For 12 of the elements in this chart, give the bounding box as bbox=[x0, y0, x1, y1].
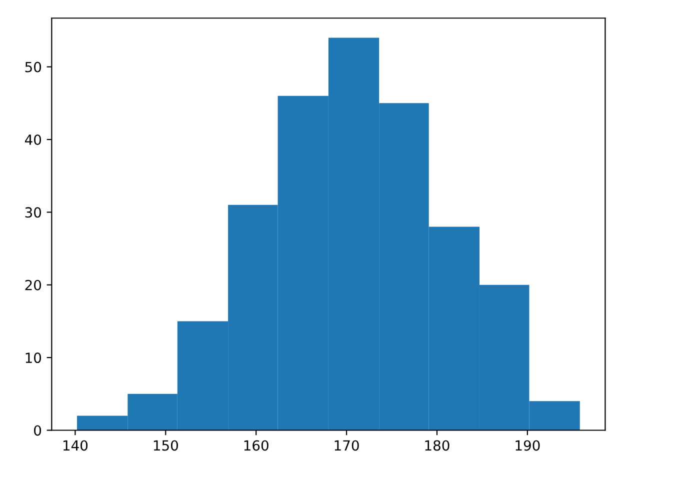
y-tick-label: 40 bbox=[24, 134, 42, 145]
x-tick-label: 140 bbox=[63, 440, 88, 451]
y-tick-label: 30 bbox=[25, 207, 42, 218]
x-tick-label: 180 bbox=[425, 440, 450, 451]
y-tick-label: 50 bbox=[25, 62, 42, 72]
y-tick-label: 0 bbox=[34, 425, 42, 436]
x-tick-label: 170 bbox=[334, 440, 359, 451]
x-tick-label: 150 bbox=[154, 440, 178, 451]
x-tick-label: 190 bbox=[516, 440, 540, 451]
y-tick-label: 10 bbox=[26, 352, 42, 364]
x-tick-label: 160 bbox=[244, 440, 268, 451]
y-tick-label: 20 bbox=[25, 280, 42, 290]
